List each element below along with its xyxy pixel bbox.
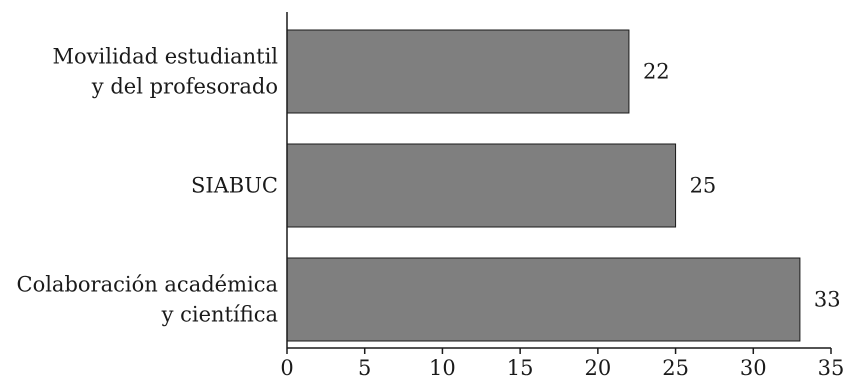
x-tick-label-6: 30: [740, 356, 767, 380]
bar-1: [286, 143, 677, 228]
x-tick-label-7: 35: [818, 356, 845, 380]
category-label-0-line-0: Movilidad estudiantil: [53, 45, 279, 69]
x-axis: 0 5 10 15 20 25 30 35: [280, 12, 844, 380]
category-label-2-line-0: Colaboración académica: [17, 273, 279, 297]
category-label-0-line-1: y del profesorado: [91, 75, 278, 99]
data-label-1: 25: [690, 174, 717, 198]
x-tick-label-0: 0: [280, 356, 293, 380]
bar-0: [286, 29, 630, 114]
bars: [286, 29, 801, 342]
data-label-2: 33: [814, 288, 841, 312]
x-tick-label-1: 5: [358, 356, 371, 380]
x-tick-label-2: 10: [429, 356, 456, 380]
data-label-0: 22: [643, 60, 670, 84]
x-tick-label-4: 20: [584, 356, 611, 380]
bar-2: [286, 257, 801, 342]
category-label-2-line-1: y científica: [161, 303, 278, 327]
category-label-1-line-0: SIABUC: [191, 174, 278, 198]
category-labels: Movilidad estudiantil y del profesorado SI…: [17, 45, 279, 327]
x-tick-label-5: 25: [662, 356, 689, 380]
data-labels: 22 25 33: [643, 60, 841, 312]
x-tick-label-3: 15: [507, 356, 534, 380]
